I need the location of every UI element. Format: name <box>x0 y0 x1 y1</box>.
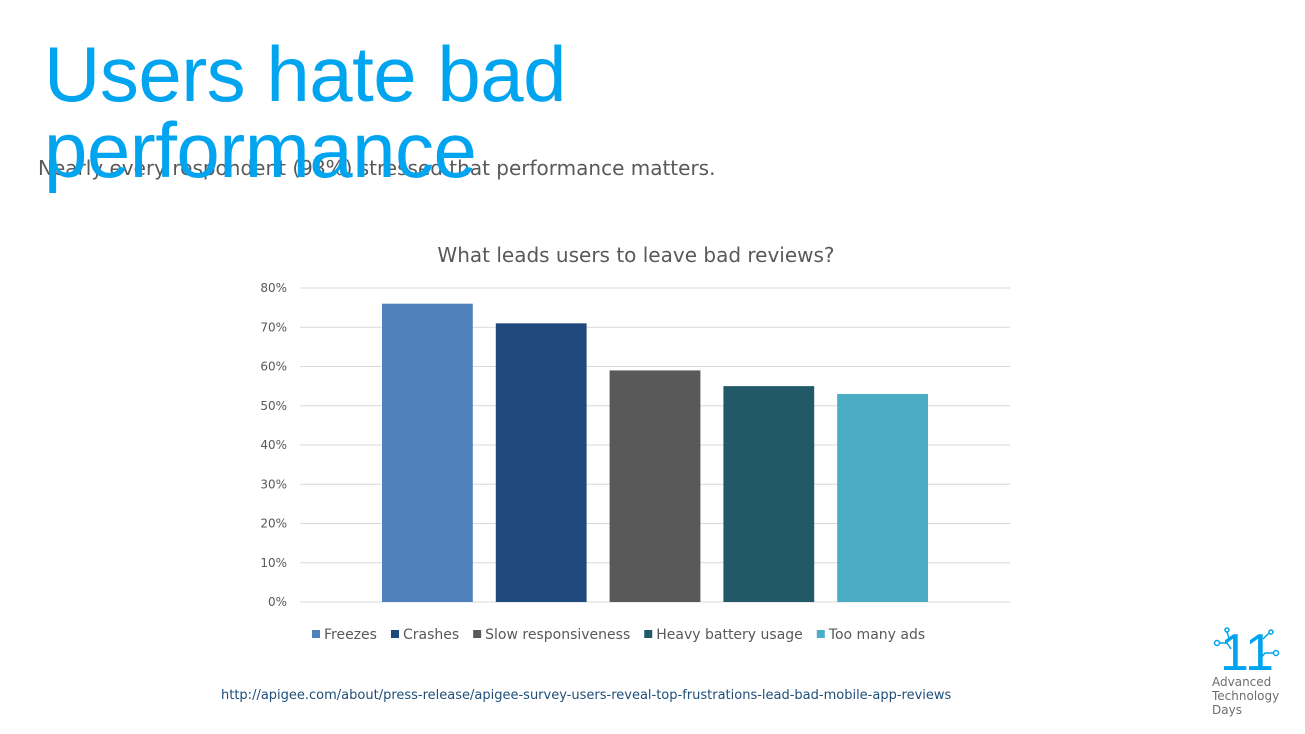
bar-heavy-battery-usage <box>723 386 815 602</box>
legend-swatch <box>390 630 399 638</box>
legend-swatch <box>816 630 825 638</box>
chart-title: What leads users to leave bad reviews? <box>437 243 834 267</box>
legend-label: Crashes <box>403 627 459 643</box>
y-tick-label: 10% <box>260 556 287 570</box>
legend-label: Slow responsiveness <box>485 627 630 643</box>
bar-slow-responsiveness <box>609 370 701 602</box>
legend-label: Heavy battery usage <box>656 627 803 643</box>
y-tick-label: 20% <box>260 517 287 531</box>
source-link[interactable]: http://apigee.com/about/press-release/ap… <box>221 688 952 703</box>
y-tick-label: 60% <box>260 360 287 374</box>
legend-label: Too many ads <box>828 627 925 643</box>
y-tick-label: 0% <box>268 595 287 609</box>
atd-logo-icon: 11 <box>1213 624 1280 682</box>
logo-caption-line: Days <box>1212 703 1242 717</box>
y-tick-label: 70% <box>260 320 287 334</box>
legend-swatch <box>644 630 653 638</box>
y-tick-label: 40% <box>260 438 287 452</box>
logo-caption: Advanced Technology Days <box>1212 675 1279 717</box>
slide-title: Users hate bad performance <box>44 30 566 194</box>
slide-subtitle: Nearly every respondent (98%) stressed t… <box>38 156 716 180</box>
bar-freezes <box>382 303 473 602</box>
logo-number: 11 <box>1220 624 1274 682</box>
bar-too-many-ads <box>837 393 928 602</box>
legend-swatch <box>473 630 482 638</box>
logo-caption-line: Advanced <box>1212 675 1272 689</box>
bar-crashes <box>495 323 587 602</box>
legend-swatch <box>312 630 320 638</box>
y-tick-label: 50% <box>260 399 287 413</box>
logo-caption-line: Technology <box>1212 689 1280 703</box>
y-tick-label: 30% <box>260 477 287 491</box>
y-tick-label: 80% <box>260 281 287 295</box>
legend-label: Freezes <box>324 627 377 643</box>
